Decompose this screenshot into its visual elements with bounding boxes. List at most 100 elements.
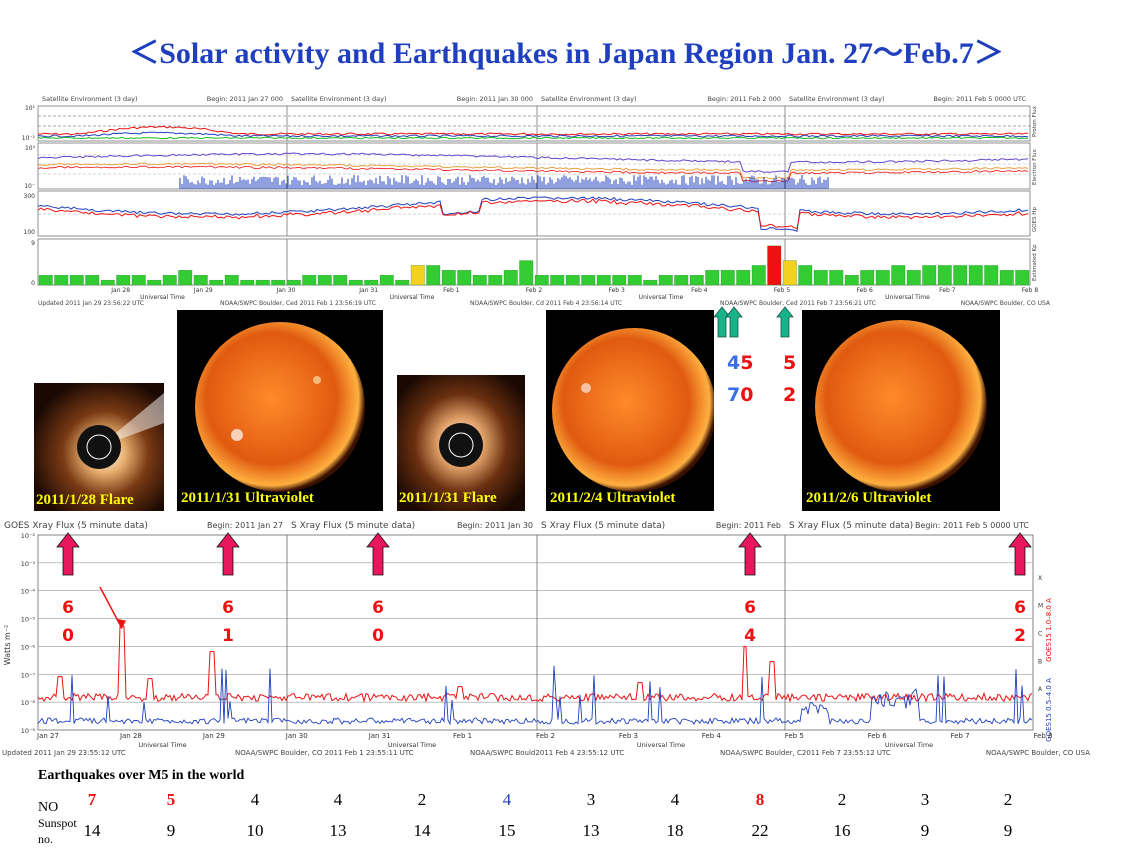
top-right-label: Estimated Kp (1032, 244, 1038, 281)
eq-number-top: 6 (222, 598, 234, 618)
kp-bar (937, 265, 952, 286)
coronagraph-image (397, 375, 525, 511)
top-ytick: 100 (24, 229, 36, 236)
top-ytick: 300 (24, 193, 36, 200)
kp-bar (255, 279, 270, 286)
xray-footer: NOAA/SWPC Boulder, CO 2011 Feb 1 23:55:1… (235, 749, 414, 757)
top-header-right: Begin: 2011 Feb 2 000 (707, 95, 781, 103)
kp-bar (224, 275, 239, 286)
sunspot-value: 9 (1003, 821, 1013, 840)
up-arrow (725, 306, 743, 338)
kp-bar (302, 275, 317, 286)
image-flare-0128: 2011/1/28 Flare (34, 383, 164, 511)
top-footer: NOAA/SWPC Boulder, CO USA (961, 300, 1051, 307)
top-ytick: 0 (31, 280, 35, 287)
top-day-tick: Jan 28 (110, 287, 130, 294)
xray-class-label: C (1038, 631, 1042, 638)
xray-day-tick: Feb 8 (1033, 732, 1052, 740)
kp-bar (767, 245, 782, 286)
image-flare-0131: 2011/1/31 Flare (397, 375, 525, 511)
top-ytick: 9 (31, 240, 35, 247)
eq-number-top: 6 (744, 598, 756, 618)
top-header-right: Begin: 2011 Jan 30 000 (457, 95, 533, 103)
xray-day-tick: Jan 27 (36, 732, 59, 740)
sun-uv-image (177, 310, 383, 511)
xray-header-right: Begin: 2011 Jan 30 (457, 521, 533, 530)
kp-bar (38, 275, 53, 286)
eq-count-value: 2 (1003, 790, 1013, 809)
top-xlabel: Universal Time (140, 294, 185, 301)
xray-footer: NOAA/SWPC Bould2011 Feb 4 23:55:12 UTC (470, 749, 624, 757)
sunspot-value: 10 (246, 821, 264, 840)
top-footer: NOAA/SWPC Boulder, Cd 2011 Feb 4 23:56:1… (470, 300, 622, 307)
kp-bar (658, 275, 673, 286)
xray-header-left: GOES Xray Flux (5 minute data) (4, 521, 148, 531)
top-ytick: 10⁻ (24, 183, 35, 190)
pink-arrow (216, 532, 240, 576)
eq-label-top-1: 45 (727, 352, 753, 374)
xray-ytick: 10⁻⁶ (21, 643, 36, 651)
xray-day-tick: Feb 6 (868, 732, 888, 740)
kp-bar (426, 265, 441, 286)
kp-bar (674, 275, 689, 286)
kp-bar (519, 260, 534, 286)
top-xlabel: Universal Time (390, 294, 435, 301)
xray-class-label: X (1038, 575, 1042, 582)
kp-bar (488, 275, 503, 286)
kp-bar (906, 270, 921, 286)
eq-count-value: 3 (920, 790, 930, 809)
eq-count-value: 2 (837, 790, 847, 809)
xray-class-label: A (1038, 686, 1043, 693)
top-ytick: 10⁻¹ (22, 135, 36, 142)
page-title: ＜Solar activity and Earthquakes in Japan… (129, 37, 1004, 70)
top-header-left: Satellite Environment (3 day) (541, 95, 637, 103)
top-day-tick: Feb 7 (939, 287, 956, 294)
top-header-right: Begin: 2011 Jan 27 000 (207, 95, 283, 103)
kp-bar (875, 270, 890, 286)
xray-ytick: 10⁻⁵ (21, 616, 36, 624)
xray-footer: NOAA/SWPC Boulder, CO USA (986, 749, 1090, 757)
kp-bar (348, 279, 363, 286)
kp-bar (736, 270, 751, 286)
top-day-tick: Jan 29 (193, 287, 213, 294)
sunspot-value: 22 (751, 821, 769, 840)
top-ytick: 10¹ (25, 105, 36, 112)
sunspot-value: 13 (329, 821, 347, 840)
kp-bar (209, 279, 224, 286)
top-right-label: Electron Flux (1032, 149, 1038, 185)
kp-bar (147, 279, 162, 286)
caption-uv-0131: 2011/1/31 Ultraviolet (181, 490, 314, 506)
top-right-label: Proton Flux (1032, 105, 1038, 137)
xray-day-tick: Feb 4 (702, 732, 722, 740)
kp-bar (751, 265, 766, 286)
sunspot-value: 14 (83, 821, 101, 840)
kp-bar (782, 260, 797, 286)
kp-bar (627, 275, 642, 286)
kp-bar (922, 265, 937, 286)
image-uv-0204: 2011/2/4 Ultraviolet (546, 310, 714, 511)
top-right-label: GOES Hp (1032, 207, 1038, 232)
sunspot-value: 18 (666, 821, 684, 840)
kp-bar (69, 275, 84, 286)
top-day-tick: Feb 8 (1022, 287, 1039, 294)
eq-number-bottom: 2 (1014, 626, 1026, 646)
xray-header-right: Begin: 2011 Feb 5 0000 UTC (915, 521, 1029, 530)
eq-number-top: 6 (1014, 598, 1026, 618)
eq-label-top-1-d: 0 (740, 384, 754, 406)
top-day-tick: Feb 6 (856, 287, 873, 294)
xray-day-tick: Jan 29 (202, 732, 225, 740)
kp-bar (333, 275, 348, 286)
row-label-no: NO (38, 800, 59, 815)
xray-ytick: 10⁻⁷ (21, 671, 36, 679)
image-uv-0206: 2011/2/6 Ultraviolet (802, 310, 1000, 511)
eq-number-top: 6 (372, 598, 384, 618)
sun-uv-image (546, 310, 714, 511)
kp-bar (395, 279, 410, 286)
caption-uv-0204: 2011/2/4 Ultraviolet (550, 490, 676, 506)
kp-bar (131, 275, 146, 286)
kp-bar (612, 275, 627, 286)
top-day-tick: Jan 30 (276, 287, 296, 294)
kp-bar (410, 265, 425, 286)
proton-trace-blue (37, 131, 1029, 138)
kp-bar (891, 265, 906, 286)
